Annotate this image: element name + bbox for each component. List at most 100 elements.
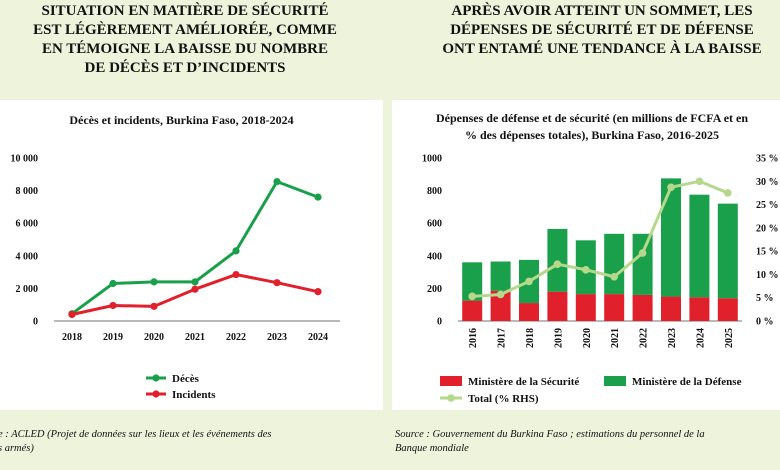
legend-label: Incidents xyxy=(172,389,216,401)
data-point xyxy=(109,279,117,288)
legend-swatch xyxy=(440,376,462,386)
legend-label: Décès xyxy=(172,373,200,385)
total-rhs-point xyxy=(525,277,533,286)
y-tick-label: 2 000 xyxy=(16,284,39,295)
bar-Ministère de la Sécurité xyxy=(661,296,681,321)
header-right-line: DÉPENSES DE SÉCURITÉ ET DE DÉFENSE xyxy=(450,22,754,38)
bar-Ministère de la Défense xyxy=(547,228,568,292)
bar-Ministère de la Défense xyxy=(689,194,710,298)
bar-Ministère de la Défense xyxy=(604,233,625,295)
legend-label: Ministère de la Sécurité xyxy=(468,376,579,388)
header-right: APRÈS AVOIR ATTEINT UN SOMMET, LES DÉPEN… xyxy=(392,2,780,59)
x-tick-label: 2018 xyxy=(525,328,536,348)
y2-tick-label: 30 % xyxy=(756,177,779,188)
legend-marker xyxy=(152,374,160,382)
data-point xyxy=(150,302,158,310)
header-left-line: EN TÉMOIGNE LA BAISSE DU NOMBRE xyxy=(41,41,329,57)
source-line: e : ACLED (Projet de données sur les lie… xyxy=(0,429,272,440)
data-point xyxy=(232,247,240,255)
chart-title-line: Dépenses de défense et de sécurité (en m… xyxy=(435,111,749,125)
source-note-right: Source : Gouvernement du Burkina Faso ; … xyxy=(395,428,705,456)
total-rhs-point xyxy=(496,290,505,299)
data-point xyxy=(314,193,322,201)
x-tick-label: 2024 xyxy=(308,332,328,343)
x-tick-label: 2017 xyxy=(497,328,508,348)
total-rhs-point xyxy=(582,265,590,274)
chart-title: Décès et incidents, Burkina Faso, 2018-2… xyxy=(69,113,294,127)
y-tick-label: 400 xyxy=(427,251,442,262)
bar-Ministère de la Sécurité xyxy=(689,297,710,321)
chart-title-line: % des dépenses totales), Burkina Faso, 2… xyxy=(464,128,719,142)
header-left-line: SITUATION EN MATIÈRE DE SÉCURITÉ xyxy=(41,3,329,19)
bar-Ministère de la Sécurité xyxy=(604,294,625,321)
y2-tick-label: 0 % xyxy=(756,317,774,328)
x-tick-label: 2024 xyxy=(695,328,706,348)
y-tick-label: 0 xyxy=(437,317,442,328)
source-note-left: e : ACLED (Projet de données sur les lie… xyxy=(0,428,272,456)
x-tick-label: 2018 xyxy=(62,332,82,343)
y-tick-label: 800 xyxy=(427,186,442,197)
data-point xyxy=(68,310,76,319)
y2-tick-label: 10 % xyxy=(756,270,779,281)
x-tick-label: 2023 xyxy=(667,328,678,348)
y-tick-label: 0 xyxy=(33,317,38,328)
legend-label: Total (% RHS) xyxy=(468,393,539,405)
header-left-line: EST LÉGÈREMENT AMÉLIORÉE, COMME xyxy=(33,22,337,38)
x-tick-label: 2019 xyxy=(103,332,123,343)
legend-label: Ministère de la Défense xyxy=(632,376,742,388)
bar-Ministère de la Sécurité xyxy=(490,290,511,321)
x-tick-label: 2021 xyxy=(185,332,205,343)
header-right-line: ONT ENTAMÉ UNE TENDANCE À LA BAISSE xyxy=(442,41,762,57)
y2-tick-label: 15 % xyxy=(756,247,779,258)
total-rhs-line xyxy=(472,179,729,298)
bar-Ministère de la Sécurité xyxy=(547,291,568,321)
total-rhs-point xyxy=(695,177,704,186)
data-point xyxy=(232,270,240,279)
chart-panel-left: Décès et incidents, Burkina Faso, 2018-2… xyxy=(0,100,383,410)
data-point xyxy=(109,301,117,310)
y-tick-label: 4 000 xyxy=(16,251,39,262)
source-line: s armés) xyxy=(0,443,34,454)
data-point xyxy=(150,278,158,286)
total-rhs-point xyxy=(468,292,476,301)
y2-tick-label: 5 % xyxy=(756,293,774,304)
x-tick-label: 2020 xyxy=(144,332,164,343)
x-tick-label: 2025 xyxy=(724,328,735,348)
y-tick-label: 6 000 xyxy=(16,219,39,230)
y-tick-label: 600 xyxy=(427,219,442,230)
bar-Ministère de la Sécurité xyxy=(519,303,539,321)
total-rhs-point xyxy=(610,272,618,281)
bar-Ministère de la Sécurité xyxy=(632,294,653,321)
x-tick-label: 2022 xyxy=(639,328,650,348)
data-point xyxy=(191,278,199,286)
line-chart: 0 2 000 4 000 6 000 8 000 10 000 2018 2019 2020 2… xyxy=(11,154,340,401)
y-tick-label: 1000 xyxy=(422,154,442,165)
bar-Ministère de la Défense xyxy=(717,203,738,299)
chart-panel-right: Dépenses de défense et de sécurité (en m… xyxy=(392,100,780,410)
bar-Ministère de la Défense xyxy=(490,261,511,291)
data-point xyxy=(273,279,281,287)
bar-Ministère de la Défense xyxy=(661,178,681,297)
header-left: SITUATION EN MATIÈRE DE SÉCURITÉ EST LÉG… xyxy=(0,2,370,78)
y-tick-label: 10 000 xyxy=(11,154,39,165)
series-line-Décès xyxy=(71,180,319,315)
y-tick-label: 200 xyxy=(427,284,442,295)
total-rhs-point xyxy=(638,249,647,257)
data-point xyxy=(314,288,322,296)
bar-Ministère de la Sécurité xyxy=(462,300,483,321)
bar-Ministère de la Défense xyxy=(462,262,483,301)
total-rhs-point xyxy=(724,189,732,197)
x-tick-label: 2020 xyxy=(582,328,593,348)
legend-marker xyxy=(152,390,160,398)
x-tick-label: 2016 xyxy=(468,328,479,348)
header-right-line: APRÈS AVOIR ATTEINT UN SOMMET, LES xyxy=(451,3,753,19)
data-point xyxy=(273,178,281,186)
x-tick-label: 2019 xyxy=(553,328,564,348)
total-rhs-point xyxy=(553,260,562,268)
source-line: Banque mondiale xyxy=(395,443,469,454)
bar-Ministère de la Défense xyxy=(632,233,653,295)
legend-swatch xyxy=(604,376,626,386)
y2-tick-label: 25 % xyxy=(756,200,779,211)
header-left-line: DE DÉCÈS ET D’INCIDENTS xyxy=(84,60,286,76)
source-line: Source : Gouvernement du Burkina Faso ; … xyxy=(395,429,705,440)
